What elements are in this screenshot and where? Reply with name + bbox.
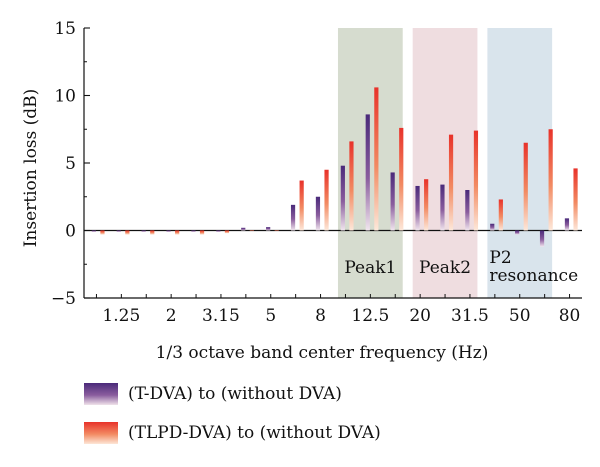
bar-t-dva-1-25 — [116, 230, 121, 232]
bar-tlpd-dva-50 — [523, 142, 528, 231]
legend-swatch-t-dva — [84, 383, 118, 405]
bar-tlpd-dva-16 — [399, 127, 404, 231]
y-axis-label: Insertion loss (dB) — [21, 89, 41, 248]
y-tick-label-1: 0 — [65, 222, 76, 242]
bar-t-dva-50 — [515, 230, 520, 235]
bar-t-dva-80 — [564, 218, 570, 231]
bar-t-dva-16 — [390, 172, 395, 231]
band-label-3-line-1: P2 — [489, 248, 511, 268]
bar-t-dva-12-5 — [365, 114, 370, 231]
x-tick-label-2: 3.15 — [202, 306, 240, 326]
bar-tlpd-dva-6-3 — [299, 180, 304, 231]
bar-tlpd-dva-1-25 — [125, 230, 130, 235]
x-tick-label-8: 50 — [509, 306, 531, 326]
x-tick-label-4: 8 — [315, 306, 326, 326]
bar-tlpd-dva-25 — [448, 134, 454, 231]
bar-tlpd-dva-31-5 — [473, 130, 479, 231]
bar-tlpd-dva-3-15 — [224, 230, 230, 234]
highlight-bands — [337, 28, 553, 298]
axes: −5 0 5 10 15 1.25 2 3.15 5 8 12.5 20 31.5 50 80 — [51, 19, 582, 326]
legend-item-t-dva: (T-DVA) to (without DVA) — [84, 383, 342, 405]
bar-tlpd-dva-10 — [349, 141, 354, 231]
bar-tlpd-dva-2 — [175, 230, 180, 235]
bar-t-dva-1-6 — [141, 230, 146, 232]
band-label-2: Peak2 — [419, 258, 471, 278]
bar-tlpd-dva-4 — [249, 230, 254, 232]
band-label-3-line-2: resonance — [489, 266, 578, 286]
y-tick-label-2: 5 — [65, 154, 76, 174]
x-axis-label: 1/3 octave band center frequency (Hz) — [156, 343, 489, 363]
bar-t-dva-10 — [340, 165, 345, 231]
bar-tlpd-dva-20 — [424, 179, 429, 231]
bar-tlpd-dva-63 — [548, 129, 553, 231]
highlight-band-3 — [487, 28, 553, 298]
x-tick-label-0: 1.25 — [102, 306, 140, 326]
legend-item-tlpd-dva: (TLPD-DVA) to (without DVA) — [84, 422, 381, 444]
x-tick-label-7: 31.5 — [451, 306, 489, 326]
bar-t-dva-6-3 — [290, 204, 296, 231]
bars — [91, 87, 578, 247]
x-tick-label-9: 80 — [559, 306, 581, 326]
legend-label-tlpd-dva: (TLPD-DVA) to (without DVA) — [128, 423, 381, 443]
bar-tlpd-dva-40 — [498, 199, 503, 231]
bar-t-dva-31-5 — [465, 190, 470, 231]
bar-t-dva-25 — [440, 184, 445, 231]
bar-t-dva-3-15 — [216, 230, 221, 232]
bar-tlpd-dva-1-6 — [150, 230, 155, 235]
bar-tlpd-dva-80 — [573, 168, 578, 231]
bar-t-dva-1 — [91, 230, 96, 232]
bar-tlpd-dva-12-5 — [374, 87, 379, 231]
highlight-band-2 — [412, 28, 478, 298]
x-tick-label-1: 2 — [166, 306, 177, 326]
y-tick-label-4: 15 — [54, 19, 76, 39]
bar-t-dva-2 — [166, 230, 171, 232]
bar-t-dva-20 — [415, 185, 420, 231]
legend-swatch-tlpd-dva — [84, 422, 118, 444]
x-tick-label-3: 5 — [265, 306, 276, 326]
x-tick-label-5: 12.5 — [351, 306, 389, 326]
y-tick-label-3: 10 — [54, 87, 76, 107]
bar-tlpd-dva-1 — [100, 230, 105, 235]
bar-t-dva-5 — [266, 227, 271, 231]
bar-t-dva-2-5 — [191, 230, 196, 232]
highlight-band-1 — [337, 28, 403, 298]
bar-tlpd-dva-5 — [274, 230, 279, 232]
bar-tlpd-dva-8 — [324, 169, 329, 231]
bar-t-dva-40 — [490, 223, 495, 231]
y-tick-label-0: −5 — [51, 289, 76, 309]
bar-t-dva-8 — [315, 196, 321, 231]
legend-label-t-dva: (T-DVA) to (without DVA) — [128, 384, 342, 404]
band-label-1: Peak1 — [344, 258, 396, 278]
bar-t-dva-63 — [539, 230, 545, 247]
bar-tlpd-dva-2-5 — [199, 230, 205, 235]
bar-t-dva-4 — [241, 227, 246, 231]
x-tick-label-6: 20 — [409, 306, 431, 326]
